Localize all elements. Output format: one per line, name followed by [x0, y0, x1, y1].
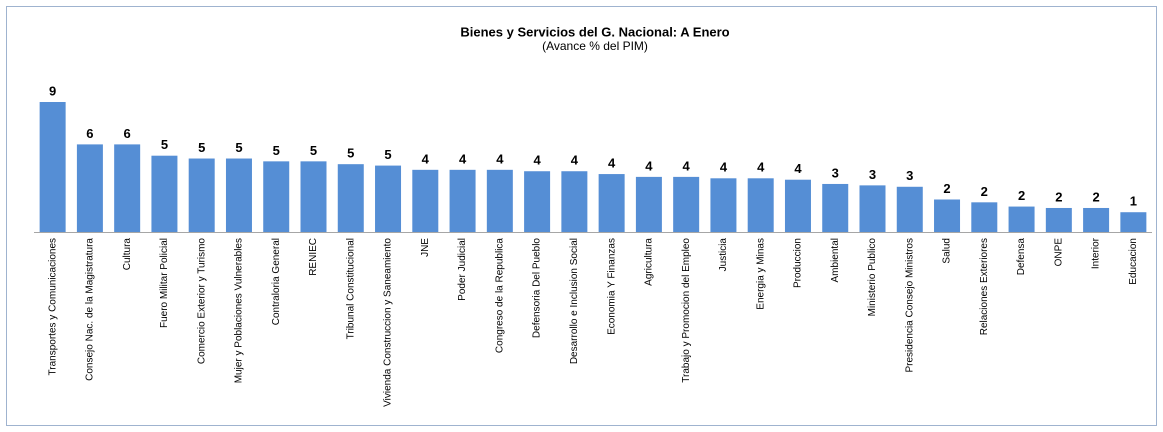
bar: [412, 169, 439, 232]
x-tick-label: Congreso de la Republica: [494, 238, 505, 354]
x-tick-label: Contraloria General: [271, 238, 282, 325]
bar: [114, 144, 141, 232]
chart-title: Bienes y Servicios del G. Nacional: A En…: [460, 24, 729, 39]
x-tick-label: Energia y Minas: [755, 238, 766, 310]
value-label: 5: [235, 140, 242, 155]
x-tick-label: Produccion: [793, 238, 804, 288]
x-tick-label: Relaciones Exteriores: [979, 238, 990, 335]
bar: [263, 161, 290, 232]
bar: [1083, 207, 1110, 232]
x-tick-label: Consejo Nac. de la Magistratura: [85, 238, 96, 381]
x-tick-label: Salud: [942, 238, 953, 264]
value-label: 5: [384, 147, 391, 162]
value-label: 3: [869, 167, 876, 182]
x-tick-label: Tribunal Constitucional: [345, 238, 356, 339]
value-label: 4: [496, 151, 504, 166]
value-label: 9: [49, 83, 56, 98]
value-label: 2: [1055, 189, 1062, 204]
bar: [76, 144, 103, 232]
bar: [934, 199, 961, 232]
bar: [561, 171, 588, 232]
value-label: 4: [757, 160, 765, 175]
value-label: 5: [310, 143, 317, 158]
bar: [524, 171, 551, 232]
bar: [747, 178, 774, 232]
x-tick-label: Economia Y Finanzas: [606, 238, 617, 335]
bar: [822, 183, 849, 232]
bar: [151, 155, 178, 232]
value-label: 4: [422, 151, 430, 166]
bar: [971, 202, 998, 232]
bar: [337, 164, 364, 232]
value-label: 2: [1092, 189, 1099, 204]
x-tick-label: ONPE: [1053, 238, 1064, 267]
value-label: 4: [794, 161, 802, 176]
x-tick-label: Educacion: [1128, 238, 1139, 285]
value-label: 5: [273, 143, 280, 158]
value-label: 5: [198, 140, 205, 155]
x-tick-label: Cultura: [122, 238, 133, 271]
bar: [896, 186, 923, 232]
value-label: 4: [720, 160, 728, 175]
x-tick-label: Poder Judicial: [457, 238, 468, 301]
x-tick-label: Defensoria Del Pueblo: [532, 238, 543, 338]
bar: [859, 185, 886, 232]
bar: [635, 176, 662, 232]
bar: [673, 176, 700, 232]
bar: [300, 161, 327, 232]
x-tick-label: Agricultura: [644, 238, 655, 286]
x-tick-label: RENIEC: [308, 238, 319, 276]
value-label: 4: [459, 151, 467, 166]
value-label: 6: [124, 126, 131, 141]
value-label: 3: [906, 168, 913, 183]
value-label: 4: [608, 156, 616, 171]
x-tick-label: Ministerio Publico: [867, 238, 878, 317]
bar: [1008, 206, 1035, 232]
bar: [1045, 207, 1072, 232]
value-label: 2: [981, 184, 988, 199]
bar: [710, 178, 737, 232]
x-tick-label: Comercio Exterior y Turismo: [196, 238, 207, 365]
bar: [1120, 212, 1147, 232]
bar: [486, 169, 513, 232]
bar: [784, 179, 811, 232]
x-tick-label: Presidencia Consejo Ministros: [904, 238, 915, 373]
bar: [39, 102, 66, 232]
x-tick-label: Trabajo y Promocion del Empleo: [681, 238, 692, 383]
bar: [449, 169, 476, 232]
value-label: 4: [645, 158, 653, 173]
bar: [598, 174, 625, 232]
x-tick-label: Vivienda Construccion y Saneamiento: [383, 238, 394, 407]
value-label: 2: [1018, 188, 1025, 203]
chart-subtitle: (Avance % del PIM): [542, 39, 648, 53]
bar: [225, 158, 252, 232]
bar: [375, 165, 402, 232]
value-label: 4: [571, 153, 579, 168]
value-label: 5: [347, 146, 354, 161]
bar: [188, 158, 215, 232]
x-tick-label: Fuero Militar Policial: [159, 238, 170, 328]
value-label: 1: [1130, 194, 1137, 209]
x-tick-label: Interior: [1091, 237, 1102, 269]
x-tick-label: Desarrollo e Inclusion Social: [569, 238, 580, 364]
value-label: 3: [832, 165, 839, 180]
x-tick-label: Justicia: [718, 238, 729, 272]
value-label: 4: [533, 153, 541, 168]
x-tick-label: Mujer y Poblaciones Vulnerables: [234, 238, 245, 383]
value-label: 2: [943, 181, 950, 196]
x-tick-label: JNE: [420, 238, 431, 257]
x-tick-label: Defensa: [1016, 238, 1027, 276]
value-label: 6: [86, 126, 93, 141]
value-label: 5: [161, 137, 168, 152]
value-label: 4: [683, 158, 691, 173]
x-tick-label: Transportes y Comunicaciones: [47, 238, 58, 375]
x-tick-label: Ambiental: [830, 238, 841, 282]
